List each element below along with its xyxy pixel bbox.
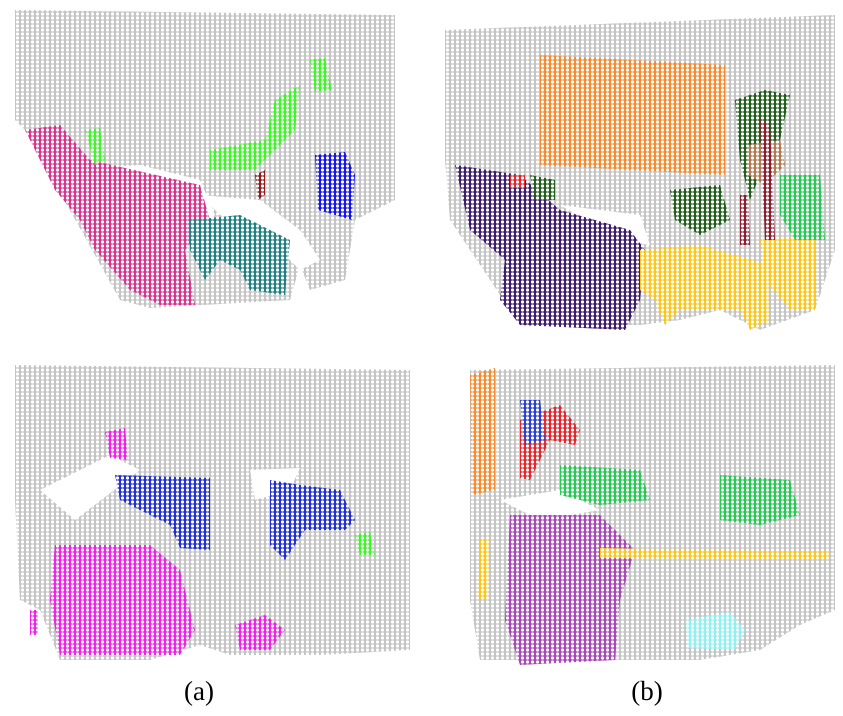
panel-a-top (15, 10, 395, 308)
caption: (b) (631, 676, 662, 706)
figure: (a) (b) (0, 0, 843, 716)
point-clouds (15, 10, 835, 665)
panel-b-bottom (470, 365, 835, 665)
page: (a) (b) (() => { const data = JSON.parse… (0, 0, 843, 716)
panel-a-bottom (15, 365, 410, 660)
caption: (a) (184, 676, 214, 706)
panel-b-top (445, 15, 835, 330)
